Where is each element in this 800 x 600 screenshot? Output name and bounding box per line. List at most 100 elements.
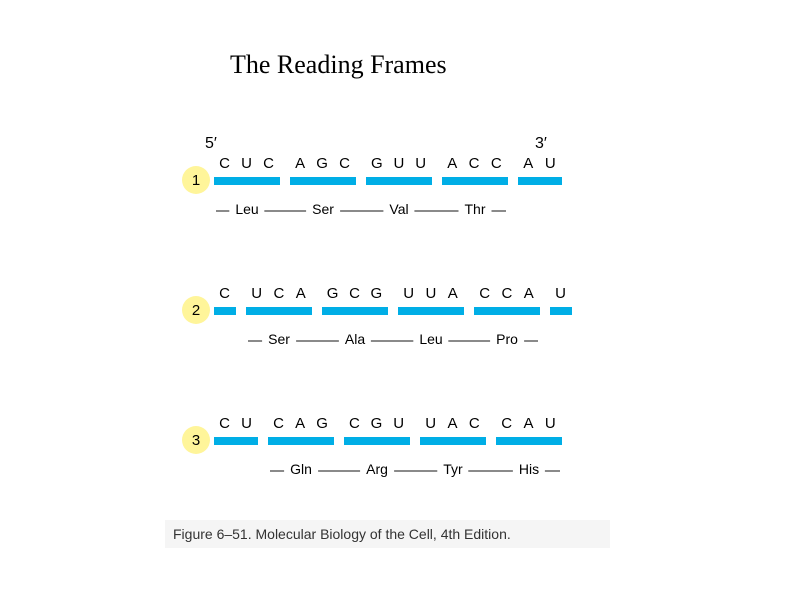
five-prime-label: 5′	[205, 135, 217, 153]
nucleotide-row: GCG	[322, 285, 388, 302]
codon-bar	[518, 177, 562, 185]
three-prime-label: 3′	[535, 135, 547, 153]
codon-bar	[550, 307, 572, 315]
nucleotide-letter: A	[447, 155, 458, 172]
nucleotide-letter: U	[545, 155, 557, 172]
nucleotide-row: UAC	[420, 415, 486, 432]
amino-acid-label: His	[513, 461, 545, 477]
nucleotide-letter: U	[393, 415, 405, 432]
codon-bar	[214, 177, 280, 185]
amino-acid-label: Leu	[229, 201, 264, 217]
nucleotide-letter: A	[447, 415, 458, 432]
nucleotide-letter: A	[295, 155, 306, 172]
nucleotide-letter: G	[371, 285, 384, 302]
amino-acid-label: Tyr	[437, 461, 468, 477]
nucleotide-letter: C	[339, 155, 351, 172]
frame-badge: 3	[182, 426, 210, 454]
codon-block: CCA	[474, 307, 540, 315]
amino-acid-row: LeuSerValThr	[216, 210, 506, 211]
amino-acid-label: Ala	[339, 331, 371, 347]
nucleotide-row: UUA	[398, 285, 464, 302]
nucleotide-letter: U	[545, 415, 557, 432]
nucleotide-letter: C	[349, 285, 361, 302]
codon-block: C	[214, 307, 236, 315]
nucleotide-letter: G	[371, 415, 384, 432]
nucleotide-row: CU	[214, 415, 258, 432]
nucleotide-letter: U	[403, 285, 415, 302]
codon-bar	[246, 307, 312, 315]
nucleotide-row: CAU	[496, 415, 562, 432]
amino-acid-row: GlnArgTyrHis	[270, 470, 560, 471]
nucleotide-letter: U	[241, 415, 253, 432]
nucleotide-letter: U	[393, 155, 405, 172]
nucleotide-letter: U	[415, 155, 427, 172]
codon-bar	[420, 437, 486, 445]
codon-bar	[214, 307, 236, 315]
codon-block: CGU	[344, 437, 410, 445]
nucleotide-letter: U	[425, 415, 437, 432]
nucleotide-letter: A	[524, 285, 535, 302]
nucleotide-row: AGC	[290, 155, 356, 172]
nucleotide-row: GUU	[366, 155, 432, 172]
amino-acid-label: Leu	[413, 331, 448, 347]
nucleotide-row: ACC	[442, 155, 508, 172]
nucleotide-letter: G	[316, 155, 329, 172]
nucleotide-letter: U	[241, 155, 253, 172]
frame-badge: 2	[182, 296, 210, 324]
codon-block: GCG	[322, 307, 388, 315]
nucleotide-letter: A	[448, 285, 459, 302]
nucleotide-letter: C	[501, 285, 513, 302]
codon-block: AGC	[290, 177, 356, 185]
codon-block: CUC	[214, 177, 280, 185]
frame-badge: 1	[182, 166, 210, 194]
nucleotide-letter: A	[296, 285, 307, 302]
codon-block: UAC	[420, 437, 486, 445]
nucleotide-letter: C	[469, 415, 481, 432]
codon-bar	[290, 177, 356, 185]
codon-block: CAU	[496, 437, 562, 445]
nucleotide-letter: U	[251, 285, 263, 302]
codon-block: AU	[518, 177, 562, 185]
nucleotide-letter: C	[501, 415, 513, 432]
amino-acid-label: Gln	[284, 461, 318, 477]
codon-bar	[322, 307, 388, 315]
nucleotide-letter: G	[327, 285, 340, 302]
nucleotide-letter: U	[555, 285, 567, 302]
nucleotide-row: CUC	[214, 155, 280, 172]
nucleotide-row: AU	[518, 155, 562, 172]
nucleotide-letter: G	[316, 415, 329, 432]
nucleotide-row: C	[214, 285, 236, 302]
codon-block: U	[550, 307, 572, 315]
nucleotide-letter: C	[219, 415, 231, 432]
amino-acid-label: Thr	[459, 201, 492, 217]
amino-acid-label: Pro	[490, 331, 524, 347]
nucleotide-letter: U	[425, 285, 437, 302]
nucleotide-letter: A	[523, 155, 534, 172]
nucleotide-row: CGU	[344, 415, 410, 432]
nucleotide-row: CCA	[474, 285, 540, 302]
nucleotide-row: U	[550, 285, 572, 302]
nucleotide-letter: C	[273, 285, 285, 302]
nucleotide-letter: C	[219, 285, 231, 302]
codon-bar	[474, 307, 540, 315]
codon-bar	[366, 177, 432, 185]
page-title: The Reading Frames	[230, 50, 447, 80]
nucleotide-row: UCA	[246, 285, 312, 302]
codon-block: CAG	[268, 437, 334, 445]
nucleotide-letter: G	[371, 155, 384, 172]
figure-caption: Figure 6–51. Molecular Biology of the Ce…	[165, 520, 610, 548]
codon-bar	[214, 437, 258, 445]
amino-acid-label: Ser	[262, 331, 296, 347]
codon-bar	[442, 177, 508, 185]
nucleotide-letter: A	[523, 415, 534, 432]
amino-acid-label: Val	[383, 201, 414, 217]
nucleotide-letter: C	[219, 155, 231, 172]
nucleotide-letter: C	[263, 155, 275, 172]
codon-block: CU	[214, 437, 258, 445]
codon-bar	[344, 437, 410, 445]
nucleotide-letter: C	[273, 415, 285, 432]
codon-block: UUA	[398, 307, 464, 315]
codon-block: ACC	[442, 177, 508, 185]
nucleotide-letter: A	[295, 415, 306, 432]
codon-bar	[496, 437, 562, 445]
